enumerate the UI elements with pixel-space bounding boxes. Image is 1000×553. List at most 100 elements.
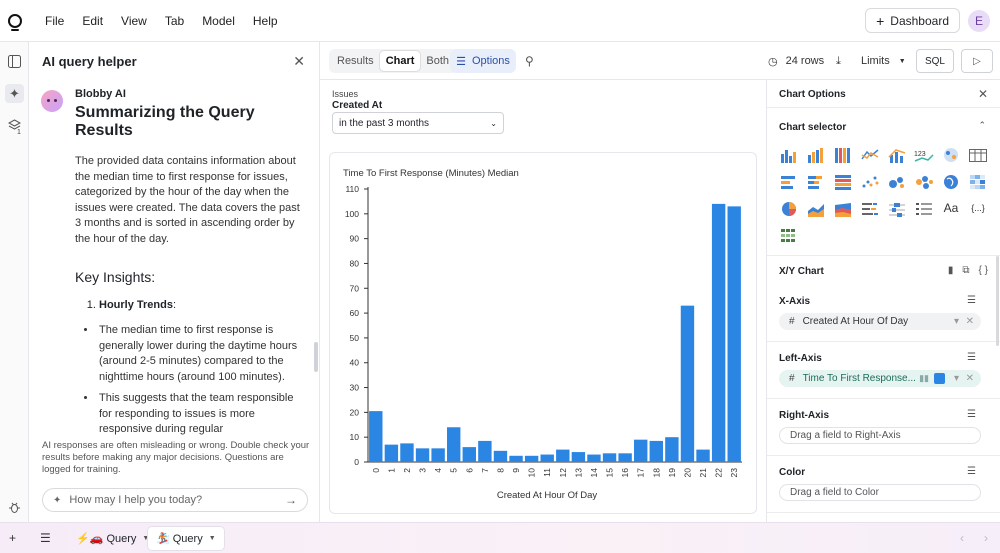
bar-chart-icon[interactable]: ▮▮ <box>919 373 929 383</box>
close-icon[interactable]: ✕ <box>965 316 974 327</box>
chart-type-funnel-icon[interactable] <box>887 199 907 217</box>
chart-type-stacked-area-icon[interactable] <box>833 199 853 217</box>
chart-bar <box>649 440 663 462</box>
x-tick-label: 11 <box>542 468 552 477</box>
chart-type-grid-bar-icon[interactable] <box>833 145 853 163</box>
filter-icon[interactable]: ⚲ <box>525 54 534 68</box>
chart-type-dot-plot-icon[interactable] <box>860 172 880 190</box>
chart-type-bubble-cluster-icon[interactable] <box>914 172 934 190</box>
sliders-icon[interactable]: ☰ <box>967 409 976 420</box>
chart-type-horizontal-stacked-icon[interactable] <box>806 172 826 190</box>
options-button[interactable]: ☰ Options <box>450 49 516 73</box>
chart-type-big-number-icon[interactable]: 123 <box>914 145 934 163</box>
chart-type-list-table-icon[interactable] <box>914 199 934 217</box>
chart-type-text-icon[interactable]: Aa <box>943 201 959 215</box>
tab-results[interactable]: Results <box>337 55 374 67</box>
bug-icon[interactable] <box>7 500 22 515</box>
chart-type-horizontal-bar-icon[interactable] <box>779 172 799 190</box>
chart-type-list-legend-icon[interactable] <box>860 199 880 217</box>
chevron-up-icon[interactable]: ⌃ <box>978 120 986 130</box>
bar-chart-icon[interactable]: ▮ <box>947 265 954 276</box>
sliders-icon[interactable]: ☰ <box>967 352 976 363</box>
caret-down-icon[interactable]: ▾ <box>953 316 959 327</box>
menu-edit[interactable]: Edit <box>82 13 104 28</box>
x-tick-label: 5 <box>449 468 459 473</box>
tab-chart[interactable]: Chart <box>379 51 421 71</box>
scrollbar-thumb[interactable] <box>314 342 318 372</box>
sliders-icon[interactable]: ☰ <box>967 466 976 477</box>
scrollbar-thumb[interactable] <box>996 256 999 346</box>
chart-type-area-chart-icon[interactable] <box>806 199 826 217</box>
date-filter-select[interactable]: in the past 3 months ⌄ <box>332 112 504 134</box>
ai-message-scroll[interactable]: Blobby AI Summarizing the Query Results … <box>29 84 320 472</box>
menu-file[interactable]: File <box>45 13 65 28</box>
sliders-icon[interactable]: ☰ <box>967 295 976 306</box>
right-axis-dropzone[interactable]: Drag a field to Right-Axis <box>779 427 981 444</box>
sidebar-toggle-icon[interactable] <box>7 54 22 69</box>
chart-bar <box>727 206 741 462</box>
tabs-menu-icon[interactable]: ☰ <box>40 531 51 545</box>
chart-type-bar-chart-icon[interactable] <box>779 145 799 163</box>
menu-tab[interactable]: Tab <box>164 13 185 28</box>
series-color-swatch[interactable] <box>934 373 945 384</box>
chart-type-json-icon[interactable]: {...} <box>971 203 985 213</box>
close-icon[interactable]: ✕ <box>293 53 305 69</box>
chart-type-bubble-icon[interactable] <box>887 172 907 190</box>
run-query-button[interactable]: ▷ <box>961 49 993 73</box>
layers-icon[interactable] <box>7 118 22 133</box>
caret-down-icon[interactable]: ▼ <box>208 535 216 542</box>
insights-list: Hourly Trends: <box>75 299 307 311</box>
left-axis-field[interactable]: # Time To First Response... ▮▮ ▾ ✕ <box>779 370 981 387</box>
x-tick-label: 18 <box>651 468 661 478</box>
chart-type-pivot-table-icon[interactable] <box>779 226 799 244</box>
new-tab-plus-icon[interactable]: + <box>9 531 17 545</box>
tab-both[interactable]: Both <box>426 55 450 67</box>
chart-type-heatmap-icon[interactable] <box>968 172 988 190</box>
chart-type-table-icon[interactable] <box>968 145 988 163</box>
menu-model[interactable]: Model <box>202 13 235 28</box>
chart-type-scatter-globe-icon[interactable] <box>941 145 961 163</box>
chart-type-globe-icon[interactable] <box>941 172 961 190</box>
chart-type-horizontal-grid-icon[interactable] <box>833 172 853 190</box>
menu-help[interactable]: Help <box>252 13 278 28</box>
ai-prompt-input[interactable] <box>69 494 285 506</box>
chart-bar <box>602 453 617 462</box>
dashboard-button[interactable]: + Dashboard <box>865 8 960 33</box>
code-icon[interactable]: { } <box>978 265 988 276</box>
caret-down-icon[interactable]: ▼ <box>142 535 150 542</box>
user-avatar[interactable]: E <box>968 9 990 32</box>
tab-query-2[interactable]: 🏂 Query ▼ <box>148 527 224 550</box>
limits-dropdown[interactable]: Limits ▼ <box>861 55 906 67</box>
chart-type-line-chart-icon[interactable] <box>860 145 880 163</box>
chevron-right-icon[interactable]: › <box>984 531 988 545</box>
app-logo-icon[interactable] <box>8 13 22 31</box>
close-icon[interactable]: ✕ <box>977 87 988 101</box>
menu-view[interactable]: View <box>121 13 147 28</box>
chart-type-bar-line-icon[interactable] <box>887 145 907 163</box>
caret-down-icon[interactable]: ▾ <box>953 373 959 384</box>
svg-text:123: 123 <box>914 151 926 158</box>
header-divider <box>320 79 1000 80</box>
send-arrow-icon[interactable]: → <box>285 493 297 507</box>
close-icon[interactable]: ✕ <box>965 373 974 384</box>
x-tick-label: 16 <box>620 468 630 478</box>
tab-query-1[interactable]: ⚡️🚗 Query ▼ <box>76 533 150 545</box>
chevron-left-icon[interactable]: ‹ <box>960 531 964 545</box>
x-axis-field[interactable]: # Created At Hour Of Day ▾ ✕ <box>779 313 981 330</box>
chart-type-pie-chart-icon[interactable] <box>779 199 799 217</box>
download-icon[interactable]: ⤓ <box>836 54 841 67</box>
x-axis-label: X-Axis <box>779 296 811 307</box>
chart-bar <box>524 455 539 462</box>
bot-avatar-icon <box>41 90 63 112</box>
ai-prompt-box[interactable]: ✦ → <box>42 488 308 512</box>
color-label: Color <box>779 467 806 478</box>
y-tick-label: 0 <box>354 457 359 467</box>
view-toggle: Results Chart Both <box>329 49 458 73</box>
ai-sparkle-icon[interactable]: ✦ <box>5 84 24 103</box>
divider <box>767 512 1000 513</box>
copy-icon[interactable]: ⧉ <box>962 265 970 276</box>
y-tick-label: 30 <box>350 383 360 393</box>
color-dropzone[interactable]: Drag a field to Color <box>779 484 981 501</box>
chart-type-stacked-bar-icon[interactable] <box>806 145 826 163</box>
sql-button[interactable]: SQL <box>916 49 954 73</box>
